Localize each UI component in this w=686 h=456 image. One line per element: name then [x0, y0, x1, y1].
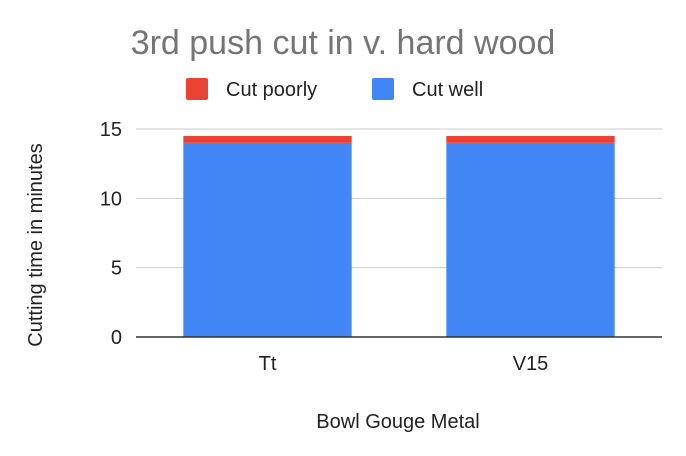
chart-title: 3rd push cut in v. hard wood	[131, 24, 556, 62]
x-tick-label: V15	[513, 353, 549, 375]
x-tick-label: Tt	[259, 353, 277, 375]
legend-label-cut-poorly: Cut poorly	[226, 79, 317, 101]
x-axis-title: Bowl Gouge Metal	[316, 411, 479, 433]
legend: Cut poorly Cut well	[186, 78, 483, 101]
legend-swatch-cut-poorly	[186, 78, 208, 100]
bar-cut-poorly-tt	[183, 135, 352, 143]
legend-label-cut-well: Cut well	[412, 79, 483, 101]
bar-cut-well-v15	[446, 142, 615, 337]
y-axis-ticks: 0 5 10 15	[100, 119, 122, 349]
bar-cut-well-tt	[183, 142, 352, 337]
bar-cut-poorly-v15	[446, 135, 615, 143]
y-axis-title: Cutting time in minutes	[25, 143, 47, 346]
y-tick-label: 0	[111, 327, 122, 349]
y-tick-label: 15	[100, 119, 122, 141]
y-tick-label: 5	[111, 258, 122, 280]
x-axis-ticks: Tt V15	[259, 353, 549, 375]
legend-swatch-cut-well	[372, 78, 394, 100]
y-tick-label: 10	[100, 188, 122, 210]
bars	[183, 135, 615, 337]
